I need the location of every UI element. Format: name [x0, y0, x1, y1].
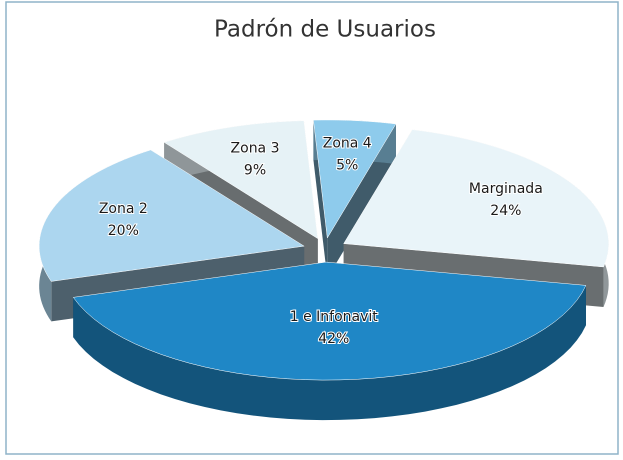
- slice-label: Zona 4: [323, 135, 372, 151]
- value-label: 20%: [108, 223, 139, 239]
- value-label: 5%: [336, 157, 358, 173]
- slice: [72, 261, 587, 381]
- slice: [38, 149, 305, 282]
- chart-title: Padrón de Usuarios: [214, 17, 436, 43]
- slice-side: [73, 285, 586, 421]
- slice-wall: [327, 123, 396, 278]
- value-label: 24%: [490, 203, 521, 219]
- slice: [313, 119, 397, 239]
- slice-label: Marginada: [469, 181, 543, 197]
- slice-label: 1 e Infonavit: [290, 309, 379, 325]
- slice-label: Zona 3: [231, 140, 280, 156]
- value-label: 42%: [318, 331, 349, 347]
- slice: [343, 129, 609, 268]
- slice: [163, 120, 319, 240]
- slice-label: Zona 2: [99, 201, 148, 217]
- value-label: 9%: [244, 162, 266, 178]
